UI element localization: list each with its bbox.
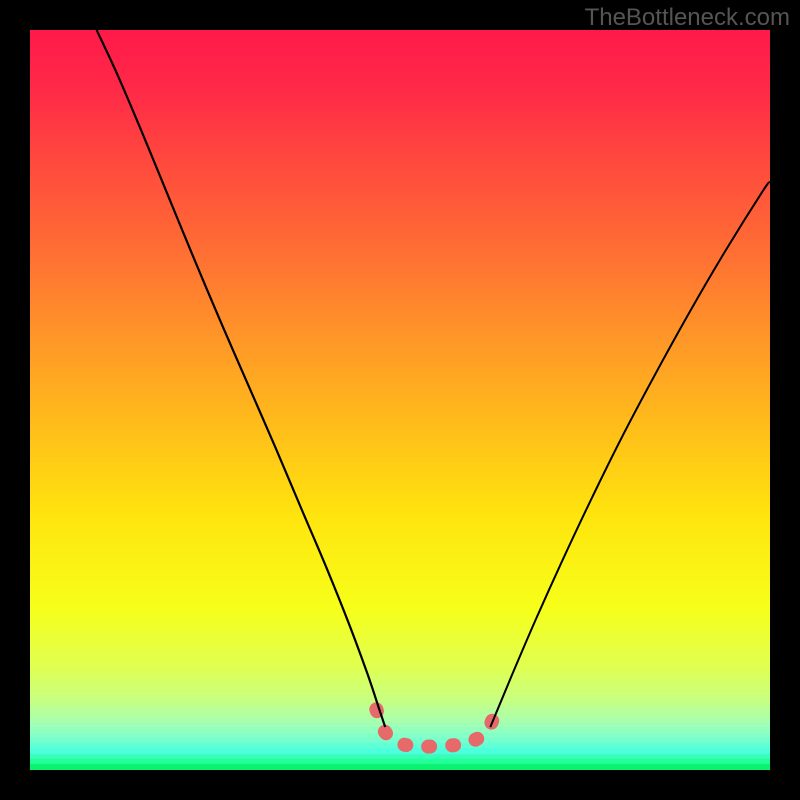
curve-layer [30,30,770,770]
valley-marker [376,709,496,746]
curve-right [490,182,770,727]
curve-left [97,30,386,727]
plot-area [30,30,770,770]
chart-root: TheBottleneck.com [0,0,800,800]
watermark-text: TheBottleneck.com [585,4,790,32]
